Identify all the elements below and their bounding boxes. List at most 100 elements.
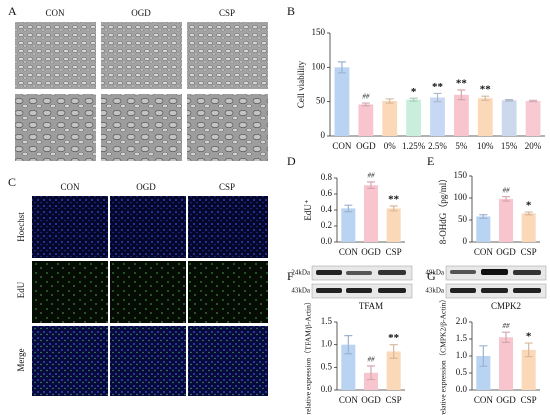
chart-title: CMPK2 xyxy=(491,301,521,311)
column-label: CSP xyxy=(219,182,235,192)
panel-letter: E xyxy=(427,154,434,168)
x-tick-label: 10% xyxy=(477,141,494,151)
x-tick-label: 20% xyxy=(525,141,542,151)
band xyxy=(513,270,541,275)
error-bar xyxy=(389,344,398,359)
image xyxy=(15,22,96,89)
blot-label: 43kDa xyxy=(291,287,311,295)
panel-letter: F xyxy=(287,269,294,283)
image xyxy=(188,326,268,396)
significance: ** xyxy=(388,332,400,344)
bar xyxy=(430,97,445,136)
y-axis-label: relative expression（CMPK2/β-Actin） xyxy=(439,295,448,415)
x-tick-label: OGD xyxy=(361,247,381,257)
error-bar xyxy=(502,331,510,343)
y-tick-label: 100 xyxy=(454,192,468,202)
error-bar xyxy=(344,335,353,355)
error-bar xyxy=(344,204,353,213)
y-axis-label: relative expression（TFAM/β-Actin） xyxy=(304,298,313,415)
band xyxy=(378,288,406,293)
error-bar xyxy=(505,99,514,102)
significance: ** xyxy=(388,194,400,206)
y-tick-label: 0 xyxy=(321,130,326,140)
panel-letter: C xyxy=(8,175,16,189)
band xyxy=(346,271,372,275)
error-bar xyxy=(433,92,442,103)
blot-label: 24kDa xyxy=(291,269,311,277)
image xyxy=(188,196,268,258)
error-bar xyxy=(481,95,490,101)
x-tick-label: CON xyxy=(332,141,352,151)
significance: ## xyxy=(362,93,370,101)
bar xyxy=(525,100,541,136)
error-bar xyxy=(367,181,375,189)
significance: * xyxy=(526,331,532,343)
x-tick-label: CON xyxy=(339,395,359,405)
significance: ** xyxy=(456,78,468,90)
significance: ** xyxy=(432,81,444,93)
y-tick-label: 0.0 xyxy=(321,384,333,394)
y-tick-label: 2.0 xyxy=(456,316,468,326)
column-label: CON xyxy=(60,182,80,192)
image xyxy=(187,22,268,89)
y-tick-label: 0.6 xyxy=(321,188,333,198)
fluorescence-images xyxy=(32,196,268,396)
x-tick-label: CSP xyxy=(521,395,537,405)
bar xyxy=(363,185,379,242)
x-tick-label: 0% xyxy=(384,141,397,151)
x-tick-label: CSP xyxy=(386,395,402,405)
y-tick-label: 0.5 xyxy=(456,367,468,377)
y-axis-label: 8-OHdG（pg/ml） xyxy=(438,174,448,245)
row-label: Merge xyxy=(16,348,26,371)
bar xyxy=(477,98,493,136)
image xyxy=(110,196,186,258)
error-bar xyxy=(502,196,510,202)
image xyxy=(187,94,268,161)
western-blot: 24kDa 43kDa 49kDa 43kDa xyxy=(291,265,547,299)
micrographs xyxy=(15,22,268,161)
bar xyxy=(334,67,350,136)
bar xyxy=(386,351,401,390)
x-tick-label: OGD xyxy=(361,395,381,405)
error-bar xyxy=(524,342,533,358)
y-tick-label: 0.8 xyxy=(321,172,333,182)
y-tick-label: 1.0 xyxy=(456,350,468,360)
bar xyxy=(406,99,422,136)
image xyxy=(15,94,96,161)
band xyxy=(450,270,476,274)
column-label: OGD xyxy=(131,8,151,18)
error-bar xyxy=(524,211,533,216)
bar xyxy=(498,198,514,242)
image xyxy=(188,261,268,323)
y-axis-label: Cell viability xyxy=(296,60,306,108)
bar xyxy=(521,349,536,390)
x-tick-label: CON xyxy=(474,395,494,405)
chart-title: TFAM xyxy=(359,301,383,311)
blot-label: 49kDa xyxy=(425,269,445,277)
x-tick-label: 5% xyxy=(455,141,468,151)
blot-label: 43kDa xyxy=(425,287,445,295)
y-tick-label: 0.5 xyxy=(321,361,333,371)
x-tick-label: CSP xyxy=(521,247,537,257)
panel-letter: B xyxy=(287,4,295,18)
image xyxy=(101,94,182,161)
error-bar xyxy=(367,365,375,381)
x-tick-label: OGD xyxy=(496,395,516,405)
bar xyxy=(341,344,356,390)
bar xyxy=(476,216,491,242)
row-label: EdU xyxy=(16,281,26,298)
column-label: OGD xyxy=(136,182,156,192)
x-tick-label: 15% xyxy=(501,141,518,151)
band xyxy=(378,270,406,275)
band xyxy=(346,288,372,293)
x-tick-label: CON xyxy=(339,247,359,257)
x-tick-label: CON xyxy=(474,247,494,257)
error-bar xyxy=(361,102,370,107)
error-bar xyxy=(337,61,346,74)
band xyxy=(316,288,342,293)
y-tick-label: 100 xyxy=(312,61,326,71)
bar xyxy=(386,208,401,242)
error-bar xyxy=(457,89,466,101)
x-tick-label: CSP xyxy=(386,247,402,257)
